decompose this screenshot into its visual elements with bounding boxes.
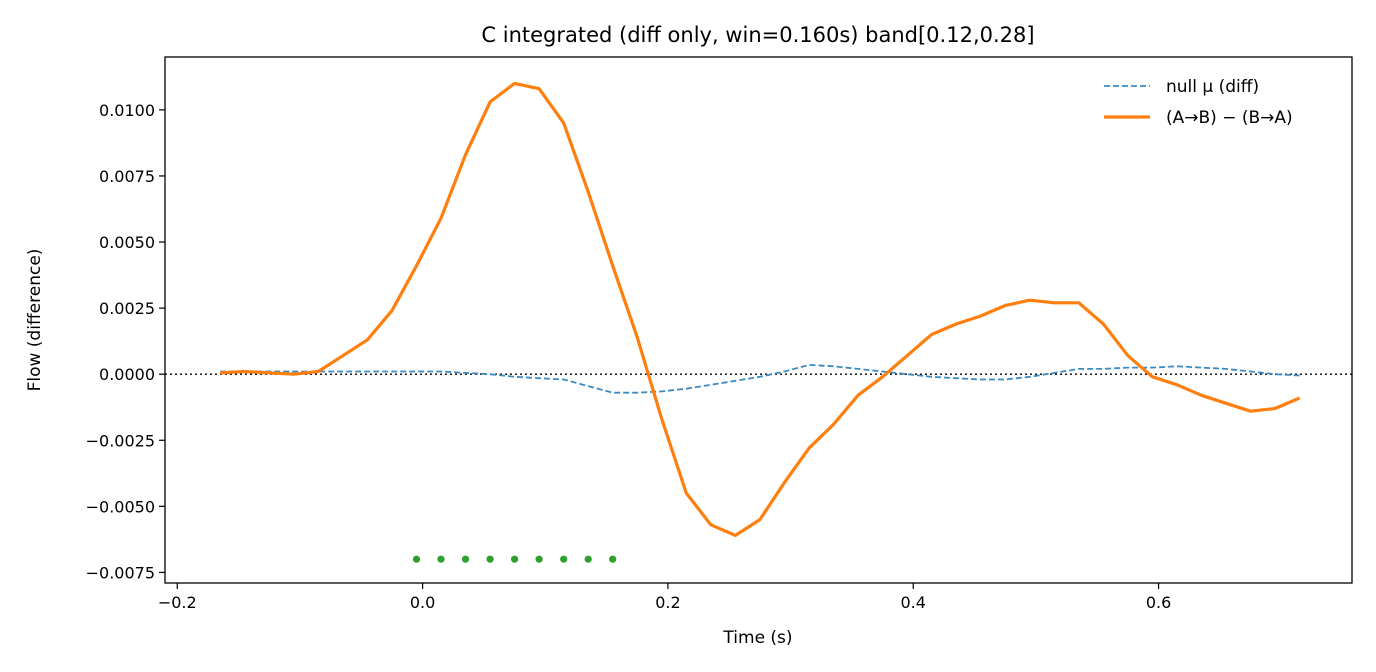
x-tick-label-1: 0.0 bbox=[410, 593, 435, 612]
plot-frame bbox=[164, 56, 1353, 584]
significance-point-2 bbox=[461, 555, 470, 563]
chart-marks bbox=[165, 81, 1352, 563]
y-tick-label-5: −0.0025 bbox=[86, 431, 155, 450]
x-tick-label-2: 0.2 bbox=[655, 593, 680, 612]
y-tick-label-2: 0.0050 bbox=[99, 233, 155, 252]
significance-point-5 bbox=[535, 555, 543, 563]
significance-point-6 bbox=[560, 555, 568, 563]
significance-point-4 bbox=[510, 555, 519, 563]
significance-point-8 bbox=[609, 555, 617, 563]
y-axis: 0.0100 0.0075 0.0050 0.0025 0.0000 −0.0025 −0.… bbox=[86, 101, 165, 582]
x-axis-label: Time (s) bbox=[722, 628, 792, 648]
y-axis-label: Flow (difference) bbox=[25, 249, 45, 392]
legend-label-difference: (A→B) − (B→A) bbox=[1166, 108, 1293, 128]
chart-title: C integrated (diff only, win=0.160s) ban… bbox=[481, 23, 1034, 47]
y-tick-label-6: −0.0050 bbox=[86, 497, 155, 516]
y-tick-label-7: −0.0075 bbox=[86, 563, 155, 582]
x-tick-label-4: 0.6 bbox=[1146, 593, 1171, 612]
significance-point-3 bbox=[486, 555, 494, 563]
series-line-null-mean bbox=[220, 364, 1300, 394]
significance-point-0 bbox=[412, 555, 421, 563]
x-tick-label-0: −0.2 bbox=[158, 593, 197, 612]
x-tick-label-3: 0.4 bbox=[901, 593, 926, 612]
series-line-difference bbox=[220, 81, 1301, 537]
y-tick-label-3: 0.0025 bbox=[99, 299, 155, 318]
significance-point-7 bbox=[584, 555, 592, 563]
y-tick-label-0: 0.0100 bbox=[99, 101, 155, 120]
y-tick-label-4: 0.0000 bbox=[99, 365, 155, 384]
significance-point-1 bbox=[437, 555, 445, 563]
y-tick-label-1: 0.0075 bbox=[99, 167, 155, 186]
legend: null μ (diff) (A→B) − (B→A) bbox=[1104, 77, 1293, 128]
x-axis: −0.2 0.0 0.2 0.4 0.6 bbox=[158, 583, 1171, 612]
legend-label-null-mean: null μ (diff) bbox=[1166, 77, 1259, 97]
